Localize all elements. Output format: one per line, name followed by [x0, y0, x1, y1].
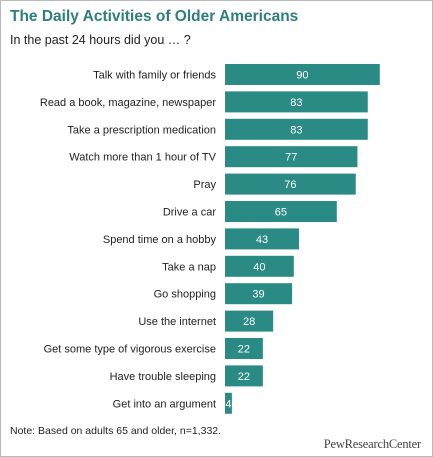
- bar: [225, 255, 294, 277]
- value-label: 39: [252, 289, 264, 301]
- bar: [225, 64, 380, 85]
- category-label: Take a nap: [162, 261, 216, 273]
- bar: [225, 146, 358, 168]
- category-label: Go shopping: [154, 289, 216, 301]
- category-label: Pray: [193, 179, 216, 191]
- bar: [225, 392, 232, 414]
- value-label: 40: [253, 261, 265, 273]
- bar: [225, 118, 368, 140]
- category-label: Read a book, magazine, newspaper: [40, 97, 216, 109]
- bar: [225, 310, 274, 332]
- bar: [225, 91, 368, 113]
- bar: [225, 283, 293, 305]
- category-label: Talk with family or friends: [93, 70, 216, 82]
- value-label: 77: [285, 152, 297, 164]
- value-label: 43: [256, 234, 268, 246]
- category-label: Watch more than 1 hour of TV: [69, 152, 216, 164]
- category-label: Get some type of vigorous exercise: [44, 344, 216, 356]
- bar: [225, 365, 263, 387]
- value-label: 4: [225, 398, 231, 410]
- value-label: 90: [296, 70, 308, 82]
- value-label: 83: [290, 124, 302, 136]
- category-label: Take a prescription medication: [67, 124, 216, 136]
- category-label: Use the internet: [138, 316, 216, 328]
- value-label: 65: [275, 207, 287, 219]
- pew-research-logo: PewResearchCenter: [323, 437, 421, 451]
- bar: [225, 338, 263, 359]
- value-label: 22: [238, 371, 250, 383]
- chart-title: The Daily Activities of Older Americans: [10, 8, 299, 25]
- value-label: 28: [243, 316, 255, 328]
- bar: [225, 201, 337, 222]
- value-label: 76: [284, 179, 296, 191]
- category-label: Spend time on a hobby: [103, 234, 217, 246]
- bar: [225, 173, 356, 195]
- category-label: Get into an argument: [113, 398, 216, 410]
- chart-subtitle: In the past 24 hours did you … ?: [10, 33, 191, 47]
- value-label: 83: [290, 97, 302, 109]
- chart-note: Note: Based on adults 65 and older, n=1,…: [10, 425, 222, 437]
- category-label: Have trouble sleeping: [110, 371, 216, 383]
- category-label: Drive a car: [163, 207, 217, 219]
- value-label: 22: [238, 344, 250, 356]
- bar: [225, 228, 299, 250]
- bar-chart: Talk with family or friends 90 Read a book…: [40, 64, 380, 414]
